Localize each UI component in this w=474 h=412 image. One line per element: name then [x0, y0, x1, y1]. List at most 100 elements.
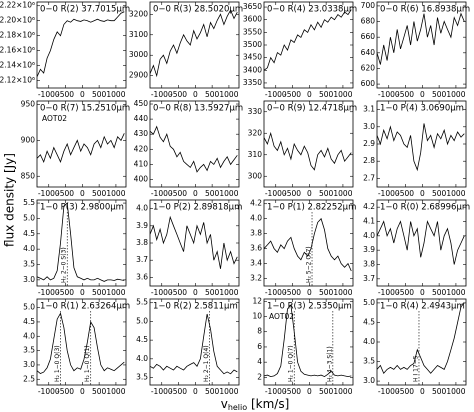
- y-tick-label: 2.18×10⁶: [0, 31, 35, 40]
- y-tick-label: 3.0: [23, 360, 35, 369]
- y-tick-label: 3.5: [136, 373, 148, 382]
- y-tick-label: 2.5: [23, 374, 35, 383]
- panel: 3.6 3.7 3.8 3.9 4.0 -1000-500 0 500 1000 1−0 P(2)…: [136, 199, 242, 297]
- x-tick-label: 0: [80, 189, 85, 198]
- panel-frame: [263, 199, 354, 287]
- y-tick-label: 2900: [129, 71, 148, 80]
- y-tick-label: 2.16×10⁶: [0, 46, 35, 55]
- x-tick-label: 1000: [106, 387, 125, 396]
- panel-title: 1−0 P(2) 2.89818μm: [153, 203, 242, 213]
- panel-frame: [149, 298, 240, 386]
- plot-area: [264, 131, 352, 171]
- y-tick-label: 3.5: [23, 260, 35, 269]
- x-tick-label: -500: [284, 189, 301, 198]
- spectrum-line: [150, 9, 238, 78]
- panel-title: 0−0 R(2) 37.7015μm: [40, 5, 130, 15]
- x-tick-label: 1000: [333, 288, 352, 297]
- x-tick-label: -500: [57, 387, 74, 396]
- x-tick-label: -1000: [38, 189, 60, 198]
- y-tick-label: 3.8: [136, 238, 148, 247]
- plot-area: [37, 11, 125, 77]
- y-tick-label: 430: [134, 129, 149, 138]
- y-tick-label: 440: [134, 114, 149, 123]
- x-tick-label: 500: [432, 288, 447, 297]
- y-tick-label: 10: [252, 312, 262, 321]
- line-label: H₂ 5−2 O(7): [306, 246, 313, 283]
- x-tick-label: 500: [432, 387, 447, 396]
- y-tick-label: 3600: [243, 15, 262, 24]
- spectrum-line: [150, 313, 238, 375]
- x-tick-label: 1000: [219, 90, 238, 99]
- panel-frame: [376, 100, 467, 188]
- panel-title: 1−0 R(3) 2.5350μm: [267, 302, 352, 312]
- y-tick-label: 300: [248, 171, 263, 180]
- y-tick-label: 5.0: [363, 298, 375, 307]
- x-tick-label: 0: [193, 90, 198, 99]
- x-tick-label: 1000: [219, 387, 238, 396]
- y-tick-label: 400: [134, 174, 149, 183]
- plot-area: H₂ 1−0 Q(7) H₂ 4−3 S(1): [264, 304, 352, 385]
- x-tick-label: -500: [170, 387, 187, 396]
- x-tick-label: -1000: [265, 189, 287, 198]
- plot-area: [264, 9, 352, 71]
- x-tick-label: -1000: [151, 387, 173, 396]
- y-tick-label: 2.14×10⁶: [0, 61, 35, 70]
- x-tick-label: 500: [205, 387, 220, 396]
- x-tick-label: 0: [80, 288, 85, 297]
- y-tick-label: 12: [252, 296, 262, 305]
- x-tick-label: -500: [57, 90, 74, 99]
- spectrum-line: [377, 220, 465, 265]
- panel-frame: [376, 199, 467, 287]
- panel-title: 1−0 R(2) 2.5811μm: [153, 302, 238, 312]
- y-tick-label: 3400: [243, 65, 262, 74]
- y-tick-label: 4.5: [363, 317, 375, 326]
- panel: 2 4 6 8 10 12 -1000-500 0 500 1000 H₂ 1−0 Q(7) H₂ 4…: [252, 296, 354, 396]
- x-tick-label: -500: [170, 90, 187, 99]
- panel-frame: [36, 298, 127, 386]
- x-tick-label: 0: [420, 90, 425, 99]
- line-label: H₂ 1−0 Q(7): [288, 345, 295, 382]
- panel-title: 1−0 R(0) 2.68996μm: [380, 203, 470, 213]
- x-tick-label: 0: [193, 288, 198, 297]
- panel: 3350 3400 3450 3500 3550 3600 3650 -1000-500 0 50…: [243, 1, 357, 99]
- y-tick-label: 4.5: [23, 317, 35, 326]
- x-tick-label: 0: [307, 189, 312, 198]
- x-tick-label: 1000: [219, 189, 238, 198]
- y-tick-label: 2.22×10⁶: [0, 1, 35, 10]
- y-tick-label: 320: [248, 128, 263, 137]
- panel-title: 0−0 R(8) 13.5927μm: [153, 104, 243, 114]
- y-tick-label: 700: [361, 1, 376, 10]
- x-tick-label: 500: [432, 90, 447, 99]
- line-label: H₂ 2−0 S(3): [61, 247, 68, 283]
- y-tick-label: 4.2: [250, 199, 262, 208]
- panel-note: AOT02: [269, 312, 294, 321]
- x-tick-label: 500: [319, 189, 334, 198]
- plot-area: H₂ 5−2 O(7): [264, 212, 352, 286]
- x-tick-label: 0: [307, 288, 312, 297]
- x-tick-label: 1000: [333, 387, 352, 396]
- y-tick-label: 3000: [129, 50, 148, 59]
- y-tick-label: 2.9: [363, 139, 375, 148]
- x-tick-label: 0: [193, 189, 198, 198]
- y-tick-label: 4.0: [136, 354, 148, 363]
- y-tick-label: 2.20×10⁶: [0, 16, 35, 25]
- spectrum-line: [150, 215, 238, 269]
- x-tick-label: 1000: [446, 288, 465, 297]
- spectrum-line: [37, 202, 125, 282]
- x-tick-label: -1000: [378, 288, 400, 297]
- x-tick-label: 0: [420, 288, 425, 297]
- y-tick-label: 3.7: [363, 274, 375, 283]
- x-tick-label: 1000: [333, 189, 352, 198]
- x-tick-label: 0: [80, 90, 85, 99]
- spectrum-line: [264, 131, 352, 171]
- y-tick-label: 3.8: [363, 260, 375, 269]
- x-tick-label: -1000: [265, 387, 287, 396]
- x-tick-label: 0: [307, 387, 312, 396]
- x-tick-label: -1000: [38, 288, 60, 297]
- y-tick-label: 4.0: [363, 231, 375, 240]
- y-tick-label: 2.7: [363, 173, 375, 182]
- line-label: H₂ 1−0 Q(3): [54, 345, 61, 382]
- x-tick-label: 0: [420, 387, 425, 396]
- x-tick-label: 500: [205, 90, 220, 99]
